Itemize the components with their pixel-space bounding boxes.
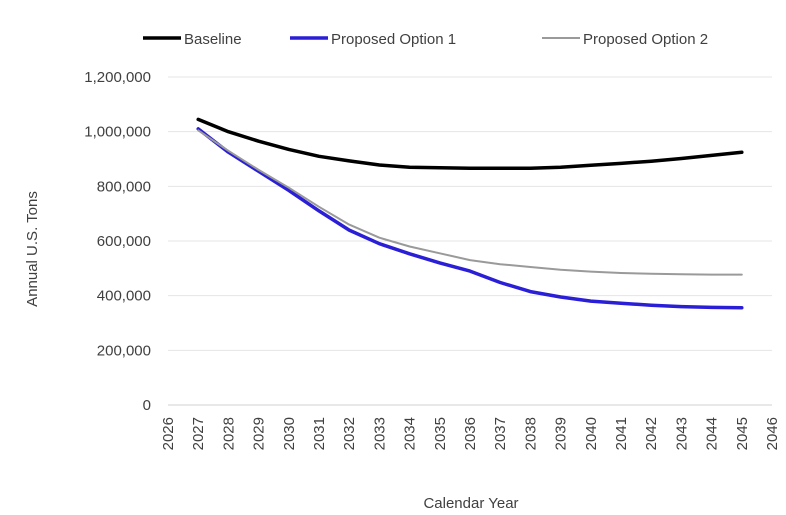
x-tick-label: 2031: [311, 417, 328, 450]
x-tick-label: 2041: [613, 417, 630, 450]
x-tick-label: 2038: [522, 417, 539, 450]
x-tick-label: 2039: [553, 417, 570, 450]
x-tick-label: 2034: [402, 417, 419, 450]
x-tick-label: 2030: [281, 417, 298, 450]
x-tick-label: 2032: [341, 417, 358, 450]
x-tick-label: 2028: [220, 417, 237, 450]
x-tick-label: 2027: [190, 417, 207, 450]
x-tick-label: 2040: [583, 417, 600, 450]
legend-label: Baseline: [184, 31, 242, 48]
x-tick-label: 2043: [673, 417, 690, 450]
series-line-baseline: [196, 117, 744, 171]
series-line-proposed-option-1: [196, 127, 744, 310]
series-lines: [196, 117, 744, 310]
gridlines: [168, 76, 772, 351]
y-tick-label: 800,000: [97, 178, 151, 195]
legend-label: Proposed Option 1: [331, 31, 456, 48]
x-tick-label: 2046: [764, 417, 781, 450]
y-tick-label: 600,000: [97, 233, 151, 250]
x-tick-label: 2035: [432, 417, 449, 450]
x-tick-label: 2045: [734, 417, 751, 450]
x-tick-label: 2036: [462, 417, 479, 450]
y-tick-label: 200,000: [97, 342, 151, 359]
x-tick-label: 2033: [371, 417, 388, 450]
x-tick-label: 2029: [251, 417, 268, 450]
x-tick-label: 2042: [643, 417, 660, 450]
y-axis-title: Annual U.S. Tons: [24, 191, 41, 307]
y-tick-label: 1,000,000: [84, 124, 151, 141]
x-axis-title: Calendar Year: [423, 495, 518, 512]
y-tick-label: 0: [143, 397, 151, 414]
y-tick-label: 1,200,000: [84, 69, 151, 86]
axes: 0 200,000 400,000 600,000 800,000 1,000,000 1,…: [84, 69, 781, 450]
legend: Baseline Proposed Option 1 Proposed Option…: [143, 31, 708, 48]
y-tick-label: 400,000: [97, 288, 151, 305]
x-tick-label: 2044: [704, 417, 721, 450]
x-tick-label: 2037: [492, 417, 509, 450]
series-line-proposed-option-2: [197, 129, 743, 276]
legend-label: Proposed Option 2: [583, 31, 708, 48]
x-tick-label: 2026: [160, 417, 177, 450]
